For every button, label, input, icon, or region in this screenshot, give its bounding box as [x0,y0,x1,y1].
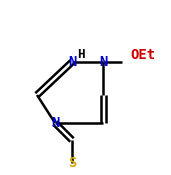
Text: H: H [77,48,85,61]
Text: S: S [68,156,76,170]
Text: N: N [51,116,59,130]
Text: OEt: OEt [130,48,155,62]
Text: N: N [99,55,107,69]
Text: N: N [68,55,76,69]
